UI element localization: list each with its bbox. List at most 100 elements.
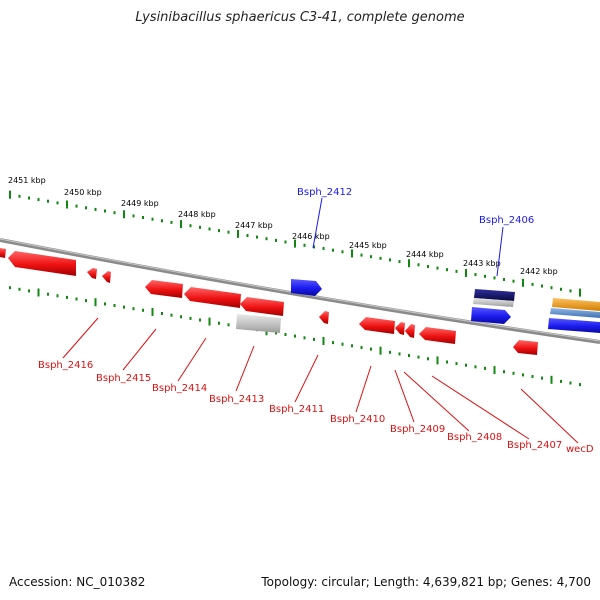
scale-minor-tick	[75, 204, 78, 208]
scale-minor-tick	[161, 312, 163, 315]
gene-label-bsph-2416[interactable]: Bsph_2416	[38, 360, 93, 371]
gene-bsph-2415[interactable]	[145, 280, 183, 298]
feature-orange[interactable]	[552, 298, 600, 311]
gene-bsph-2412[interactable]	[291, 279, 322, 296]
scale-minor-tick	[151, 217, 154, 221]
gene-bsph-2407[interactable]	[419, 327, 456, 344]
scale-minor-tick	[341, 342, 344, 346]
scale-minor-tick	[246, 234, 249, 237]
gene-label-bsph-2415[interactable]: Bsph_2415	[96, 373, 151, 384]
scale-minor-tick	[503, 370, 505, 374]
scale-major-tick	[351, 249, 353, 258]
scale-minor-tick	[170, 220, 173, 224]
scale-minor-tick	[531, 282, 534, 286]
scale-major-tick	[322, 337, 325, 345]
scale-minor-tick	[180, 315, 182, 319]
scale-major-tick	[180, 220, 182, 229]
gene-bsph-2408[interactable]	[405, 324, 415, 338]
inner-scale-ticks	[9, 286, 581, 387]
leader-bsph-2406	[496, 226, 504, 277]
scale-major-tick	[579, 288, 581, 297]
scale-major-tick	[408, 259, 410, 268]
gene-label-bsph-2411[interactable]: Bsph_2411	[269, 404, 324, 415]
gene-bsph-2410[interactable]	[359, 317, 395, 334]
scale-minor-tick	[85, 299, 87, 303]
scale-minor-tick	[541, 376, 543, 380]
scale-minor-tick	[113, 304, 116, 307]
scale-minor-tick	[332, 248, 334, 252]
scale-major-tick	[208, 317, 211, 326]
scale-minor-tick	[341, 250, 344, 254]
gene-bsph-2409[interactable]	[395, 322, 405, 335]
gene-label-bsph-2410[interactable]: Bsph_2410	[330, 414, 385, 425]
scale-major-tick	[436, 356, 439, 365]
scale-minor-tick	[9, 286, 11, 290]
scale-minor-tick	[47, 199, 49, 203]
gene-bsph-2406-inner	[473, 298, 514, 307]
scale-minor-tick	[104, 302, 106, 306]
gene-bsph-2411[interactable]	[319, 311, 329, 324]
scale-minor-tick	[218, 229, 220, 233]
feature-blue-right[interactable]	[548, 318, 600, 333]
scale-major-tick	[493, 366, 496, 375]
scale-minor-tick	[550, 286, 553, 290]
scale-label: 2448 kbp	[178, 210, 216, 219]
scale-minor-tick	[427, 265, 429, 268]
gene-bsph-2406[interactable]	[471, 307, 511, 324]
scale-minor-tick	[474, 273, 477, 277]
gene-label-bsph-2413[interactable]: Bsph_2413	[209, 394, 264, 405]
scale-minor-tick	[28, 289, 30, 293]
scale-minor-tick	[370, 347, 372, 351]
scale-minor-tick	[47, 292, 49, 296]
scale-major-tick	[379, 346, 382, 355]
scale-major-tick	[94, 298, 97, 307]
gene-bsph-2414[interactable]	[184, 287, 241, 308]
scale-minor-tick	[113, 211, 116, 215]
scale-major-tick	[550, 375, 553, 384]
scale-minor-tick	[560, 287, 562, 291]
scale-minor-tick	[303, 243, 306, 247]
gene-label-bsph-2409[interactable]: Bsph_2409	[390, 424, 445, 435]
rna-gray[interactable]	[236, 314, 281, 333]
genome-backbone	[0, 238, 600, 344]
gene-bsph-2416[interactable]	[8, 251, 76, 276]
scale-minor-tick	[284, 333, 287, 336]
scale-major-tick	[522, 278, 524, 287]
scale-minor-tick	[284, 240, 287, 244]
leader-bsph-2409	[394, 369, 415, 423]
gene-label-wecD[interactable]: wecD	[566, 444, 594, 455]
gene-partial-left[interactable]	[0, 248, 6, 258]
scale-minor-tick	[493, 276, 496, 280]
leader-bsph-2416	[62, 317, 99, 359]
gene-bsph-2413[interactable]	[240, 297, 284, 316]
scale-minor-tick	[18, 287, 21, 291]
scale-minor-tick	[351, 344, 353, 348]
outer-scale-ticks	[9, 190, 581, 297]
leader-bsph-2407	[431, 375, 530, 440]
scale-minor-tick	[427, 357, 429, 361]
gene-label-bsph-2408[interactable]: Bsph_2408	[447, 432, 502, 443]
leader-wecD	[520, 388, 579, 444]
scale-minor-tick	[18, 194, 21, 198]
gene-small-2[interactable]	[102, 271, 111, 283]
scale-minor-tick	[56, 294, 59, 298]
gene-wecD[interactable]	[513, 340, 538, 355]
scale-minor-tick	[256, 235, 258, 239]
scale-minor-tick	[28, 196, 30, 200]
gene-label-bsph-2407[interactable]: Bsph_2407	[507, 440, 562, 451]
gene-label-bsph-2406[interactable]: Bsph_2406	[479, 215, 534, 226]
scale-minor-tick	[569, 381, 572, 385]
gene-label-bsph-2414[interactable]: Bsph_2414	[152, 383, 207, 394]
scale-minor-tick	[227, 230, 230, 234]
scale-minor-tick	[541, 284, 543, 288]
scale-minor-tick	[484, 274, 486, 278]
scale-minor-tick	[322, 247, 325, 250]
gene-small-1[interactable]	[87, 268, 97, 279]
scale-minor-tick	[455, 269, 458, 273]
scale-minor-tick	[560, 379, 562, 383]
genome-summary-text: Topology: circular; Length: 4,639,821 bp…	[261, 575, 591, 589]
scale-minor-tick	[465, 363, 467, 367]
scale-minor-tick	[208, 227, 211, 231]
gene-label-bsph-2412[interactable]: Bsph_2412	[297, 187, 352, 198]
